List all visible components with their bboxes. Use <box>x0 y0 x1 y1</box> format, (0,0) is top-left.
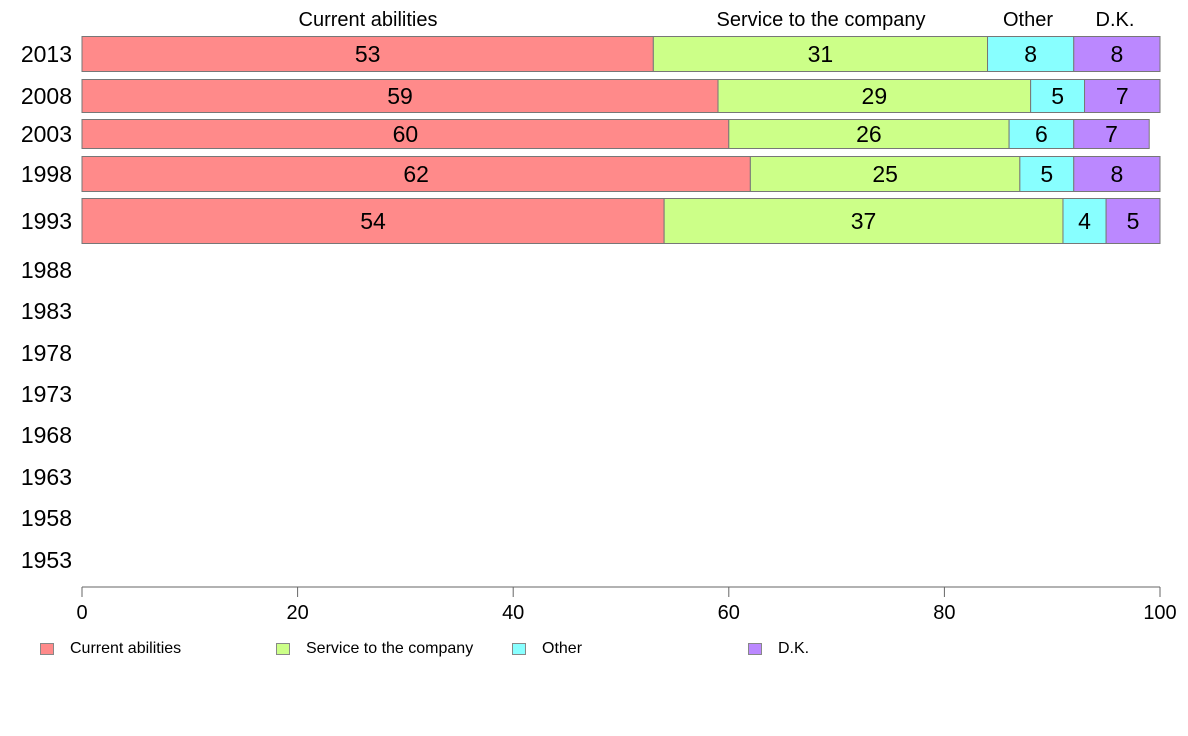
bar-segment <box>749 156 1021 192</box>
x-tick-label: 0 <box>76 602 87 624</box>
x-tick-label: 100 <box>1143 602 1176 624</box>
column-headers: Current abilities Service to the company O… <box>299 9 1135 31</box>
bar-value-label: 37 <box>851 208 877 234</box>
bar-segment <box>652 36 989 72</box>
year-label: 2008 <box>21 83 72 109</box>
year-labels: 2013 2008 2003 1998 1993 1988 1983 1978 1973 1968… <box>21 41 72 573</box>
legend-label: Service to the company <box>306 640 474 657</box>
year-label: 1973 <box>21 381 72 407</box>
x-tick-label: 20 <box>286 602 308 624</box>
legend: Current abilities Service to the company… <box>0 636 1188 666</box>
bar-value-label: 54 <box>360 208 386 234</box>
bar-value-label: 53 <box>355 41 381 67</box>
legend-item-service-to-the-company: Service to the company <box>276 640 473 658</box>
x-tick-label: 40 <box>502 602 524 624</box>
bars: 53 31 8 859 29 5 760 26 6 762 25 5 854 37 4 5 <box>81 36 1161 244</box>
x-tick-label: 60 <box>718 602 740 624</box>
bar-segment <box>1073 36 1161 72</box>
bar-value-label: 31 <box>808 41 834 67</box>
bar-segment <box>1030 79 1086 113</box>
bar-segment <box>1062 198 1107 244</box>
bar-value-label: 4 <box>1078 208 1091 234</box>
legend-swatch <box>512 643 526 655</box>
year-label: 2013 <box>21 41 72 67</box>
year-label: 1953 <box>21 547 72 573</box>
bar-segment <box>81 79 719 113</box>
x-tick-label: 80 <box>933 602 955 624</box>
bar-segment <box>81 198 665 244</box>
bar-segment <box>1105 198 1161 244</box>
bar-segment <box>81 119 730 149</box>
column-header: Other <box>1003 9 1053 31</box>
bar-value-label: 6 <box>1035 121 1048 147</box>
year-label: 1993 <box>21 208 72 234</box>
legend-swatch <box>276 643 290 655</box>
bar-value-label: 8 <box>1024 41 1037 67</box>
bar-value-label: 25 <box>872 161 898 187</box>
bar-value-label: 29 <box>862 83 888 109</box>
column-header: D.K. <box>1096 9 1135 31</box>
year-label: 2003 <box>21 121 72 147</box>
bar-segment <box>1084 79 1161 113</box>
year-label: 1988 <box>21 257 72 283</box>
bar-value-label: 7 <box>1116 83 1129 109</box>
legend-label: Current abilities <box>70 640 182 657</box>
year-label: 1968 <box>21 422 72 448</box>
column-header: Current abilities <box>299 9 438 31</box>
bar-value-label: 7 <box>1105 121 1118 147</box>
year-label: 1983 <box>21 298 72 324</box>
bar-value-label: 60 <box>393 121 419 147</box>
bar-value-label: 8 <box>1110 161 1123 187</box>
legend-swatch <box>40 643 54 655</box>
year-label: 1998 <box>21 161 72 187</box>
legend-label: D.K. <box>778 640 810 657</box>
legend-label: Other <box>542 640 583 657</box>
legend-item-other: Other <box>512 640 582 658</box>
bar-segment <box>728 119 1010 149</box>
bar-value-label: 5 <box>1127 208 1140 234</box>
bar-segment <box>81 36 654 72</box>
bar-value-label: 59 <box>387 83 413 109</box>
bar-value-label: 5 <box>1040 161 1053 187</box>
bar-segment <box>1073 119 1150 149</box>
year-label: 1958 <box>21 505 72 531</box>
bar-segment <box>717 79 1032 113</box>
x-axis: 0 20 40 60 80 100 <box>76 586 1177 624</box>
legend-swatch <box>748 643 762 655</box>
bar-value-label: 5 <box>1051 83 1064 109</box>
legend-item-current-abilities: Current abilities <box>40 640 181 658</box>
bar-segment <box>81 156 751 192</box>
bar-value-label: 26 <box>856 121 882 147</box>
year-label: 1978 <box>21 340 72 366</box>
stacked-bar-chart: Current abilities Service to the company O… <box>21 9 1177 624</box>
bar-value-label: 62 <box>403 161 429 187</box>
column-header: Service to the company <box>717 9 926 31</box>
bar-segment <box>1073 156 1161 192</box>
bar-segment <box>987 36 1075 72</box>
bar-value-label: 8 <box>1110 41 1123 67</box>
legend-item-dk: D.K. <box>748 640 809 658</box>
bar-segment <box>663 198 1064 244</box>
year-label: 1963 <box>21 464 72 490</box>
